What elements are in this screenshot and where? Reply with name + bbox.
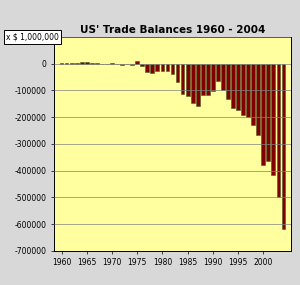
Bar <box>206 64 210 95</box>
Bar <box>140 64 144 66</box>
Bar <box>211 64 215 91</box>
Bar <box>85 62 89 64</box>
Title: US' Trade Balances 1960 - 2004: US' Trade Balances 1960 - 2004 <box>80 25 265 35</box>
Bar <box>201 64 205 95</box>
Bar <box>65 63 68 64</box>
Bar <box>226 64 230 99</box>
Bar <box>75 63 79 64</box>
Bar <box>80 62 84 64</box>
Bar <box>120 64 124 66</box>
Bar <box>236 64 240 110</box>
Bar <box>135 61 139 64</box>
Bar <box>221 64 225 90</box>
Text: x $ 1,000,000: x $ 1,000,000 <box>6 33 59 42</box>
Bar <box>110 63 114 64</box>
Bar <box>261 64 265 165</box>
Bar <box>166 64 169 71</box>
Bar <box>231 64 235 108</box>
Bar <box>241 64 245 115</box>
Bar <box>186 64 190 96</box>
Bar <box>266 64 270 161</box>
Bar <box>256 64 260 135</box>
Bar <box>281 64 285 229</box>
Bar <box>216 64 220 82</box>
Bar <box>246 64 250 117</box>
Bar <box>95 63 99 64</box>
Bar <box>155 64 159 71</box>
Bar <box>160 64 164 71</box>
Bar <box>150 64 154 73</box>
Bar <box>130 64 134 65</box>
Bar <box>251 64 255 125</box>
Bar <box>70 63 74 64</box>
Bar <box>277 64 280 197</box>
Bar <box>191 64 195 103</box>
Bar <box>171 64 174 74</box>
Bar <box>181 64 184 94</box>
Bar <box>272 64 275 176</box>
Bar <box>90 63 94 64</box>
Bar <box>176 64 179 82</box>
Bar <box>60 63 64 64</box>
Bar <box>196 64 200 106</box>
Bar <box>146 64 149 72</box>
